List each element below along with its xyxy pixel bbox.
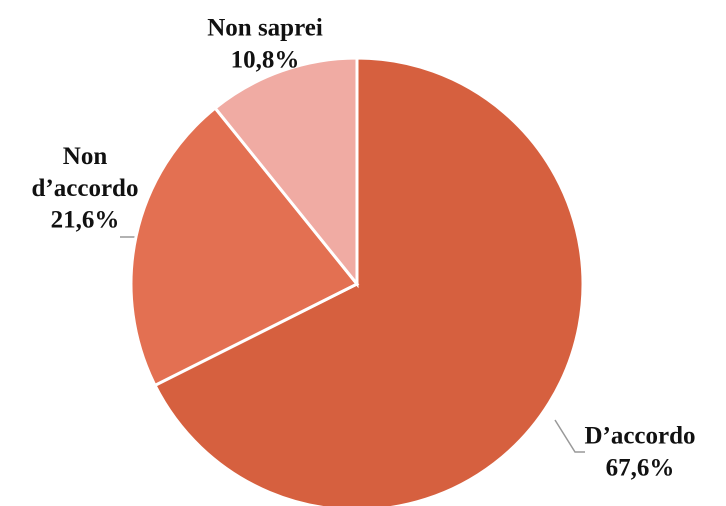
- slice-value-label: 21,6%: [51, 207, 120, 234]
- pie-slice: [129, 105, 360, 388]
- slice-label: Non d’accordo: [32, 143, 139, 202]
- slice-value-label: 10,8%: [231, 47, 300, 74]
- slice-value-label: 67,6%: [606, 455, 675, 482]
- slice-label: Non saprei: [207, 15, 323, 42]
- pie-slice: [213, 56, 359, 289]
- pie-slice: [152, 56, 585, 506]
- leader-line: [554, 419, 585, 453]
- slice-label: D’accordo: [584, 423, 695, 450]
